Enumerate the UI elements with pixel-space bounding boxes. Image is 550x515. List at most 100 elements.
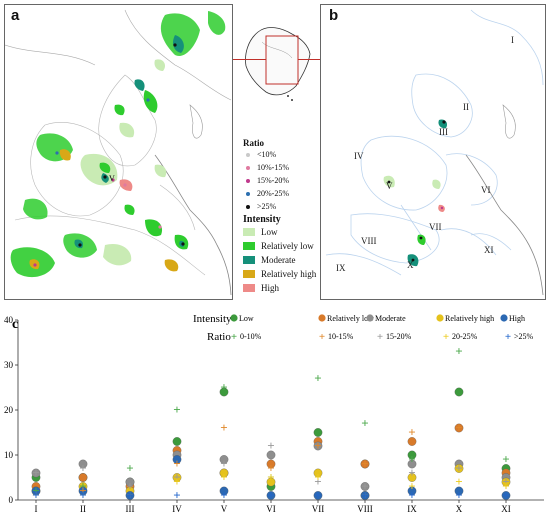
intensity-point (266, 491, 276, 500)
intensity-point (31, 468, 41, 478)
ratio-legend-dot (246, 191, 250, 196)
region-label-ix: IX (336, 263, 346, 273)
x-tick-label: II (80, 504, 86, 514)
ratio-point: + (126, 488, 133, 503)
ratio-point: + (455, 344, 462, 359)
intensity-legend-label: Relatively high (261, 269, 317, 279)
intensity-legend-item: Relatively high (243, 267, 325, 281)
ratio-point: + (173, 456, 180, 471)
ratio-legend-label: 15%-20% (257, 176, 289, 185)
intensity-legend-marker (318, 314, 326, 322)
ratio-point: + (220, 456, 227, 471)
intensity-point (407, 473, 417, 482)
ratio-legend-item: 20%-25% (243, 187, 318, 200)
intensity-point (454, 486, 464, 496)
ratio-legend-item: <10% (243, 148, 318, 161)
intensity-legend-label: High (261, 283, 279, 293)
ratio-point: + (173, 470, 180, 485)
peninsula-outline (189, 104, 203, 139)
region-label: V (109, 174, 115, 183)
ratio-point: + (455, 488, 462, 503)
ratio-point: + (173, 474, 180, 489)
ratio-point: + (502, 488, 509, 503)
ratio-legend-item: >25% (243, 200, 318, 213)
intensity-legend-item: High (243, 281, 325, 295)
panel-a-map: a (4, 4, 233, 300)
border-line (124, 9, 232, 101)
intensity-legend-swatch (243, 284, 255, 292)
intensity-legend-entry: Relatively low (327, 314, 374, 323)
intensity-point (454, 387, 464, 397)
intensity-point (31, 486, 41, 496)
x-tick-label: VIII (357, 504, 373, 514)
x-tick-label: VI (266, 504, 276, 514)
ratio-point: + (267, 461, 274, 476)
ratio-legend-marker: + (377, 331, 383, 343)
intensity-legend-label: Intensity (193, 313, 232, 325)
intensity-legend-marker (436, 314, 444, 322)
ratio-point: + (220, 380, 227, 395)
ratio-point: + (126, 488, 133, 503)
intensity-point (78, 473, 88, 482)
intensity-point (360, 459, 370, 469)
intensity-legend-item: Low (243, 225, 325, 239)
intensity-legend-entry: High (509, 314, 525, 323)
intensity-point (360, 482, 370, 491)
intensity-legend-marker (366, 314, 374, 322)
intensity-point (407, 450, 417, 460)
intensity-legend-marker (230, 314, 238, 322)
intensity-legend-swatch (243, 228, 255, 236)
x-tick-label: IV (172, 504, 182, 514)
panel-c-letter: c (12, 317, 18, 332)
intensity-point (219, 455, 229, 464)
ratio-point: + (314, 488, 321, 503)
ratio-point: + (126, 461, 133, 476)
ratio-legend-marker: + (231, 331, 237, 343)
ratio-legend-dot (246, 178, 250, 183)
inset-highlight-box (265, 35, 299, 85)
ratio-point: + (408, 465, 415, 480)
ratio-point: + (267, 470, 274, 485)
panel-c-chart: c 0 10 20 30 40 I II III IV V VI VII VIII IX X XI Intensi… (0, 304, 550, 515)
intensity-patches (10, 11, 226, 278)
x-tick-label: I (35, 504, 38, 514)
intensity-point (172, 437, 182, 446)
ratio-point: + (408, 452, 415, 467)
region-label-iv: IV (354, 151, 364, 161)
y-tick-label: 20 (4, 405, 14, 415)
y-tick-label: 30 (4, 360, 14, 370)
intensity-legend-title: Intensity (243, 214, 281, 225)
intensity-legend-marker (500, 314, 508, 322)
ratio-point: + (79, 461, 86, 476)
ratio-legend-marker: + (319, 331, 325, 343)
ratio-legend: Ratio <10% 10%-15% 15%-20% 20%-25% >25% (243, 138, 318, 213)
intensity-point (266, 477, 276, 487)
ratio-point: + (502, 479, 509, 494)
intensity-point (360, 491, 370, 500)
intensity-legend-entry: Relatively high (445, 314, 494, 323)
ratio-legend-entry: 10-15% (328, 332, 354, 341)
ratio-point: + (267, 488, 274, 503)
region-label-x: X (407, 260, 414, 270)
intensity-point (266, 450, 276, 460)
inset-connector-left (233, 59, 266, 60)
ratio-point: + (79, 488, 86, 503)
ratio-legend-entry: 0-10% (240, 332, 262, 341)
ratio-legend-item: 10%-15% (243, 161, 318, 174)
ratio-legend-dot (246, 165, 250, 170)
region-outlines (325, 9, 544, 276)
intensity-legend-label: Low (261, 227, 278, 237)
intensity-point (266, 459, 276, 469)
ratio-legend-label: 10%-15% (257, 163, 289, 172)
ratio-point: + (32, 488, 39, 503)
intensity-point (125, 477, 135, 487)
ratio-point: + (32, 488, 39, 503)
ratio-point: + (32, 488, 39, 503)
ratio-point: + (502, 452, 509, 467)
intensity-point (313, 428, 323, 437)
region-label-vi: VI (481, 185, 491, 195)
ratio-point: + (455, 420, 462, 435)
intensity-point (172, 473, 182, 482)
ratio-point: + (220, 488, 227, 503)
intensity-legend-item: Moderate (243, 253, 325, 267)
